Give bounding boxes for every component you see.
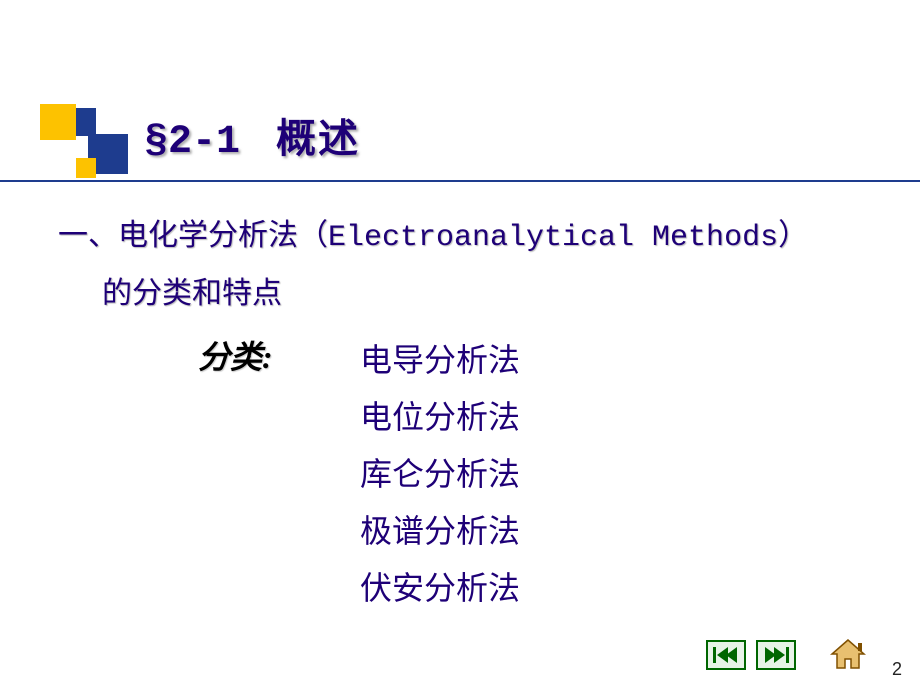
- category-item: 电位分析法: [360, 389, 520, 446]
- subtitle-prefix: 一、电化学分析法（: [58, 219, 328, 252]
- title-underline: [0, 180, 920, 182]
- section-label: 概述: [276, 116, 360, 161]
- home-icon: [830, 638, 866, 672]
- category-label: 分类:: [198, 332, 273, 378]
- subtitle-suffix: ）: [778, 219, 808, 252]
- first-slide-button[interactable]: [706, 640, 746, 670]
- last-slide-button[interactable]: [756, 640, 796, 670]
- page-number: 2: [892, 659, 902, 680]
- home-button[interactable]: [830, 638, 866, 672]
- category-list: 电导分析法 电位分析法 库仑分析法 极谱分析法 伏安分析法: [360, 332, 520, 617]
- nav-button-group: [706, 638, 866, 672]
- decor-square-yellow-small: [76, 158, 96, 178]
- section-number: §2-1: [144, 120, 240, 165]
- slide-title: §2-1 概述: [144, 106, 360, 165]
- decor-square-yellow-large: [40, 104, 76, 140]
- category-item: 极谱分析法: [360, 503, 520, 560]
- subtitle-line-2: 的分类和特点: [102, 268, 282, 312]
- skip-forward-icon: [762, 646, 790, 664]
- category-item: 库仑分析法: [360, 446, 520, 503]
- subtitle-line-1: 一、电化学分析法（Electroanalytical Methods）: [58, 210, 808, 255]
- category-item: 电导分析法: [360, 332, 520, 389]
- subtitle-english: Electroanalytical Methods: [328, 221, 778, 255]
- skip-back-icon: [712, 646, 740, 664]
- category-item: 伏安分析法: [360, 560, 520, 617]
